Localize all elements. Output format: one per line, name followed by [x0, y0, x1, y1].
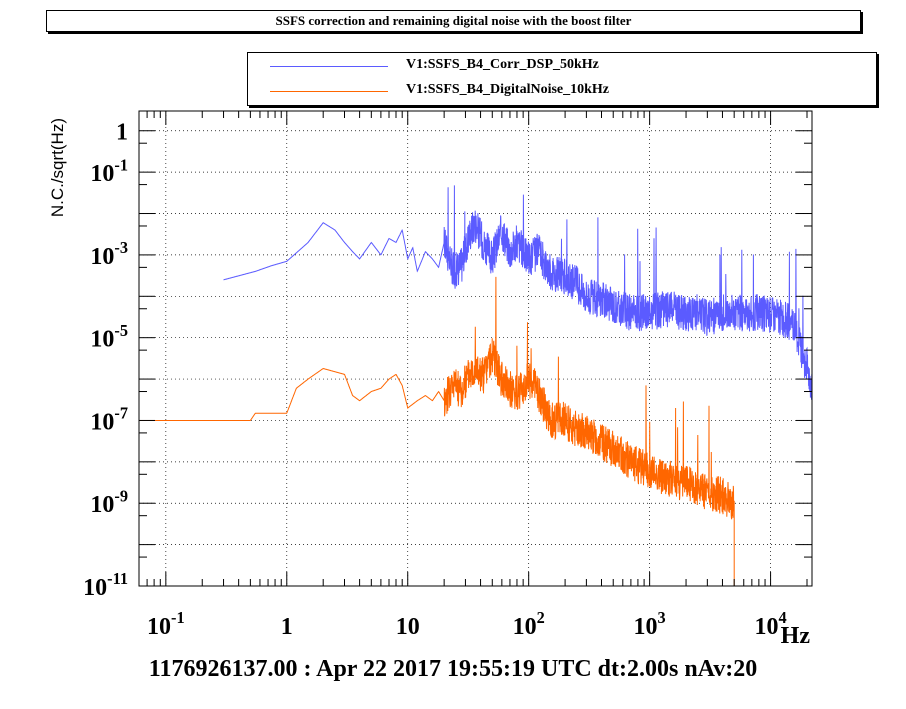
x-tick-label: 104	[755, 608, 787, 640]
y-axis-label: N.C./sqrt(Hz)	[48, 118, 67, 217]
x-tick-label: 1	[281, 614, 293, 640]
y-tick-label: 10-3	[90, 238, 128, 270]
x-axis-label: Hz	[781, 623, 811, 649]
y-tick-label: 10-1	[90, 155, 128, 187]
y-tick-label: 1	[116, 120, 128, 146]
legend-label-1: V1:SSFS_B4_Corr_DSP_50kHz	[406, 57, 599, 72]
y-tick-label: 10-11	[83, 569, 128, 601]
y-tick-label: 10-9	[90, 486, 128, 518]
legend-entry-1: V1:SSFS_B4_Corr_DSP_50kHz	[248, 55, 876, 79]
axes	[138, 110, 813, 587]
ticks	[138, 111, 812, 587]
x-tick-label: 10	[396, 614, 420, 640]
legend-entry-2: V1:SSFS_B4_DigitalNoise_10kHz	[248, 80, 876, 104]
legend: V1:SSFS_B4_Corr_DSP_50kHz V1:SSFS_B4_Dig…	[247, 52, 877, 106]
x-tick-label: 103	[634, 608, 666, 640]
tick-labels: 10-1 1 10 102 103 10410-1110-910-710-510-310-…	[48, 118, 810, 649]
legend-label-2: V1:SSFS_B4_DigitalNoise_10kHz	[406, 82, 610, 97]
legend-swatch-1	[270, 66, 388, 67]
series-layer	[138, 185, 813, 586]
series-line-1	[223, 185, 813, 400]
y-tick-label: 10-5	[90, 321, 128, 353]
legend-swatch-2	[270, 91, 388, 92]
plot-frame	[138, 110, 813, 587]
footer-timestamp: 1176926137.00 : Apr 22 2017 19:55:19 UTC…	[148, 656, 758, 682]
x-tick-label: 10-1	[147, 608, 185, 640]
y-tick-label: 10-7	[90, 404, 128, 436]
chart-title: SSFS correction and remaining digital no…	[46, 10, 861, 32]
x-tick-label: 102	[513, 608, 545, 640]
